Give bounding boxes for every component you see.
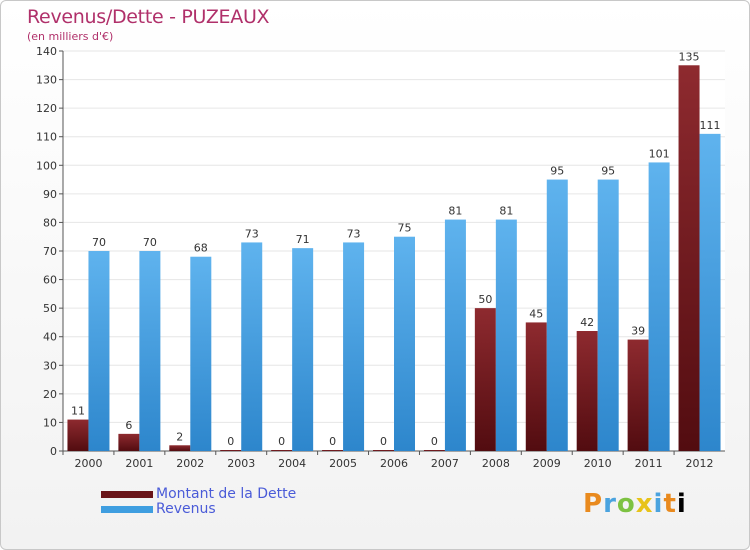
- x-tick-label: 2008: [482, 457, 510, 470]
- logo-letter: r: [603, 489, 617, 519]
- data-label-revenue: 101: [649, 147, 670, 160]
- data-label-debt: 0: [278, 435, 285, 448]
- logo-letter: t: [663, 489, 677, 519]
- data-label-revenue: 71: [296, 233, 310, 246]
- bar-revenue: [597, 179, 619, 452]
- logo-letter: o: [616, 489, 636, 519]
- bar-revenue: [139, 251, 161, 451]
- data-label-revenue: 73: [347, 227, 361, 240]
- y-tick-label: 70: [43, 245, 57, 258]
- y-tick-label: 0: [50, 445, 57, 458]
- logo-letter: i: [653, 489, 664, 519]
- data-label-revenue: 70: [143, 236, 157, 249]
- data-label-debt: 0: [329, 435, 336, 448]
- x-tick-label: 2003: [227, 457, 255, 470]
- bar-debt: [118, 433, 140, 451]
- x-tick-label: 2004: [278, 457, 306, 470]
- logo-letter: x: [635, 489, 654, 519]
- bar-debt: [373, 450, 394, 451]
- bar-debt: [220, 450, 242, 451]
- logo-letter: i: [676, 489, 687, 519]
- bar-debt: [576, 331, 598, 451]
- logo-letter: P: [583, 489, 604, 519]
- data-label-revenue: 111: [700, 119, 721, 132]
- y-tick-label: 10: [43, 416, 57, 429]
- y-tick-label: 30: [43, 359, 57, 372]
- bar-debt: [271, 450, 293, 451]
- data-label-debt: 135: [679, 50, 700, 63]
- data-label-debt: 45: [529, 307, 543, 320]
- bar-revenue: [292, 248, 314, 451]
- data-label-debt: 6: [125, 419, 132, 432]
- legend-swatch-debt: [101, 491, 153, 498]
- legend-swatch-revenue: [101, 506, 153, 513]
- data-label-revenue: 95: [601, 165, 615, 178]
- data-label-revenue: 75: [398, 222, 412, 235]
- y-tick-label: 40: [43, 331, 57, 344]
- y-tick-label: 60: [43, 274, 57, 287]
- x-tick-label: 2000: [74, 457, 102, 470]
- bar-revenue: [241, 242, 263, 451]
- bar-revenue: [495, 219, 517, 451]
- bar-debt: [67, 419, 89, 451]
- data-label-revenue: 95: [550, 165, 564, 178]
- x-tick-label: 2011: [635, 457, 663, 470]
- bar-debt: [474, 308, 496, 451]
- data-label-debt: 0: [380, 435, 387, 448]
- data-label-debt: 2: [176, 430, 183, 443]
- data-label-debt: 42: [580, 316, 594, 329]
- data-label-revenue: 73: [245, 227, 259, 240]
- x-tick-label: 2005: [329, 457, 357, 470]
- bar-revenue: [546, 179, 568, 452]
- x-tick-label: 2002: [176, 457, 204, 470]
- y-tick-label: 50: [43, 302, 57, 315]
- y-tick-label: 130: [36, 74, 57, 87]
- data-label-revenue: 81: [499, 205, 513, 218]
- y-tick-label: 90: [43, 188, 57, 201]
- bar-debt: [322, 450, 344, 451]
- legend-label-debt: Montant de la Dette: [156, 486, 297, 502]
- bar-debt: [169, 445, 191, 451]
- chart-subtitle: (en milliers d'€): [27, 30, 114, 43]
- bar-revenue: [343, 242, 365, 451]
- bar-revenue: [444, 219, 466, 451]
- data-label-debt: 0: [227, 435, 234, 448]
- bar-revenue: [190, 256, 212, 451]
- bar-debt: [423, 450, 445, 451]
- data-label-revenue: 68: [194, 242, 208, 255]
- legend-label-revenue: Revenus: [156, 501, 216, 517]
- data-label-debt: 11: [71, 405, 85, 418]
- data-label-debt: 50: [478, 293, 492, 306]
- bar-revenue: [699, 133, 721, 451]
- x-tick-label: 2012: [686, 457, 714, 470]
- y-tick-label: 100: [36, 159, 57, 172]
- data-label-debt: 39: [631, 325, 645, 338]
- data-label-revenue: 81: [448, 205, 462, 218]
- bar-debt: [678, 65, 700, 452]
- y-tick-label: 120: [36, 102, 57, 115]
- bar-debt: [627, 339, 649, 451]
- y-tick-label: 110: [36, 131, 57, 144]
- x-tick-label: 2009: [533, 457, 561, 470]
- bar-revenue: [88, 251, 110, 451]
- x-tick-label: 2006: [380, 457, 408, 470]
- x-tick-label: 2010: [584, 457, 612, 470]
- y-tick-label: 140: [36, 45, 57, 58]
- data-label-debt: 0: [431, 435, 438, 448]
- proxiti-logo: Proxiti: [583, 489, 687, 519]
- data-label-revenue: 70: [92, 236, 106, 249]
- chart-title: Revenus/Dette - PUZEAUX: [27, 6, 270, 28]
- y-tick-label: 20: [43, 388, 57, 401]
- x-tick-label: 2001: [125, 457, 153, 470]
- bar-revenue: [394, 236, 415, 451]
- x-tick-label: 2007: [431, 457, 459, 470]
- y-tick-label: 80: [43, 216, 57, 229]
- bar-revenue: [648, 162, 670, 451]
- bar-debt: [525, 322, 547, 451]
